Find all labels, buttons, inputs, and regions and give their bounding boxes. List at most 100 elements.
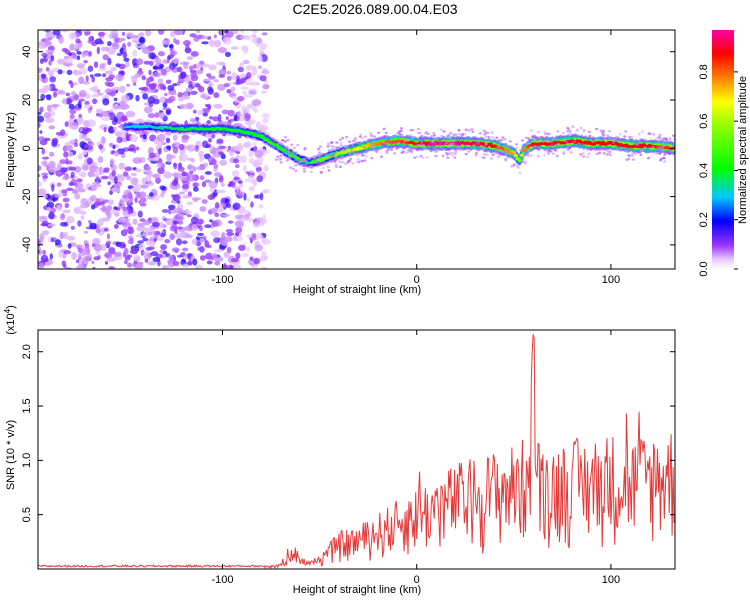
noise-blob (197, 110, 203, 115)
ridge-scatter (487, 135, 491, 139)
noise-blob (216, 189, 226, 194)
noise-blob (111, 186, 121, 193)
noise-blob (214, 212, 220, 218)
ridge-scatter (658, 152, 662, 155)
noise-blob (81, 51, 87, 58)
noise-blob (173, 57, 180, 64)
noise-blob (197, 218, 204, 225)
noise-blob (160, 68, 167, 76)
ridge-scatter (333, 152, 337, 155)
ridge-scatter (606, 152, 610, 155)
ridge-scatter (639, 153, 643, 157)
noise-blob (249, 170, 254, 173)
ridge-scatter (353, 138, 357, 141)
ridge-scatter (286, 139, 290, 142)
ridge-scatter (582, 155, 586, 158)
noise-blob (190, 216, 199, 225)
noise-blob (49, 151, 55, 157)
noise-blob (183, 254, 188, 260)
noise-blob (39, 233, 45, 240)
noise-blob (91, 260, 95, 265)
ridge-scatter (532, 137, 536, 140)
ridge-scatter (296, 160, 300, 164)
y-tick-label: 1.0 (21, 453, 33, 468)
noise-blob (120, 104, 130, 110)
noise-blob (59, 159, 67, 165)
ridge-scatter (326, 157, 330, 160)
noise-blob (61, 260, 66, 267)
noise-blob (166, 154, 176, 160)
noise-blob (81, 150, 88, 155)
noise-blob (99, 217, 110, 222)
noise-blob (48, 70, 54, 77)
noise-blob (115, 251, 122, 257)
noise-blob (176, 200, 181, 204)
ridge-scatter (659, 145, 663, 148)
noise-blob (225, 116, 229, 120)
noise-blob (253, 257, 261, 265)
noise-blob (209, 39, 215, 48)
ridge-scatter (294, 169, 298, 173)
noise-blob (108, 74, 115, 79)
noise-blob (68, 166, 77, 171)
ridge-scatter (651, 145, 655, 149)
noise-blob (48, 59, 52, 66)
noise-blob (42, 194, 48, 199)
ridge-scatter (429, 138, 433, 141)
noise-blob (83, 230, 89, 234)
noise-blob (186, 56, 194, 61)
noise-blob (67, 243, 72, 249)
ridge-scatter (348, 140, 352, 143)
noise-blob (65, 92, 71, 97)
noise-blob (64, 202, 70, 209)
noise-blob (252, 221, 260, 228)
noise-blob (133, 263, 144, 269)
noise-blob (240, 86, 249, 90)
noise-blob (157, 78, 164, 84)
y-tick-label: 0.5 (21, 507, 33, 522)
ridge-scatter (449, 142, 453, 146)
noise-blob (176, 66, 183, 73)
noise-blob (147, 181, 154, 187)
ridge-scatter (416, 147, 420, 151)
noise-blob (118, 241, 126, 249)
noise-blob (61, 189, 68, 194)
noise-blob (125, 223, 132, 227)
noise-blob (76, 51, 82, 55)
ridge-scatter (505, 144, 509, 148)
ridge-scatter (643, 138, 647, 141)
noise-blob (198, 86, 205, 93)
ridge-scatter (548, 133, 551, 136)
noise-blob (254, 149, 264, 158)
ridge-scatter (521, 139, 524, 142)
noise-blob (171, 50, 178, 56)
ridge-scatter (495, 136, 499, 139)
noise-blob (165, 109, 171, 116)
noise-blob (250, 147, 254, 152)
noise-blob (78, 127, 84, 132)
noise-blob (137, 210, 143, 218)
noise-blob (90, 195, 97, 202)
noise-blob (194, 83, 201, 88)
noise-blob (255, 43, 261, 47)
noise-blob (167, 255, 175, 260)
noise-blob (85, 137, 91, 142)
noise-blob (149, 60, 154, 67)
snr-series-line (38, 334, 675, 569)
ridge-scatter (338, 160, 341, 163)
noise-blob (204, 224, 212, 229)
noise-blob (110, 66, 117, 72)
noise-blob (55, 131, 63, 136)
noise-blob (201, 199, 208, 204)
noise-blob (80, 134, 87, 139)
noise-blob (38, 165, 42, 171)
ridge-scatter (313, 155, 317, 158)
ridge-scatter (451, 137, 455, 140)
ridge-scatter (442, 130, 446, 133)
noise-blob (252, 142, 257, 146)
ridge-scatter (449, 131, 453, 134)
noise-blob (192, 166, 197, 172)
ridge-scatter (566, 126, 570, 130)
ridge-scatter (405, 145, 409, 148)
ridge-scatter (340, 155, 344, 159)
